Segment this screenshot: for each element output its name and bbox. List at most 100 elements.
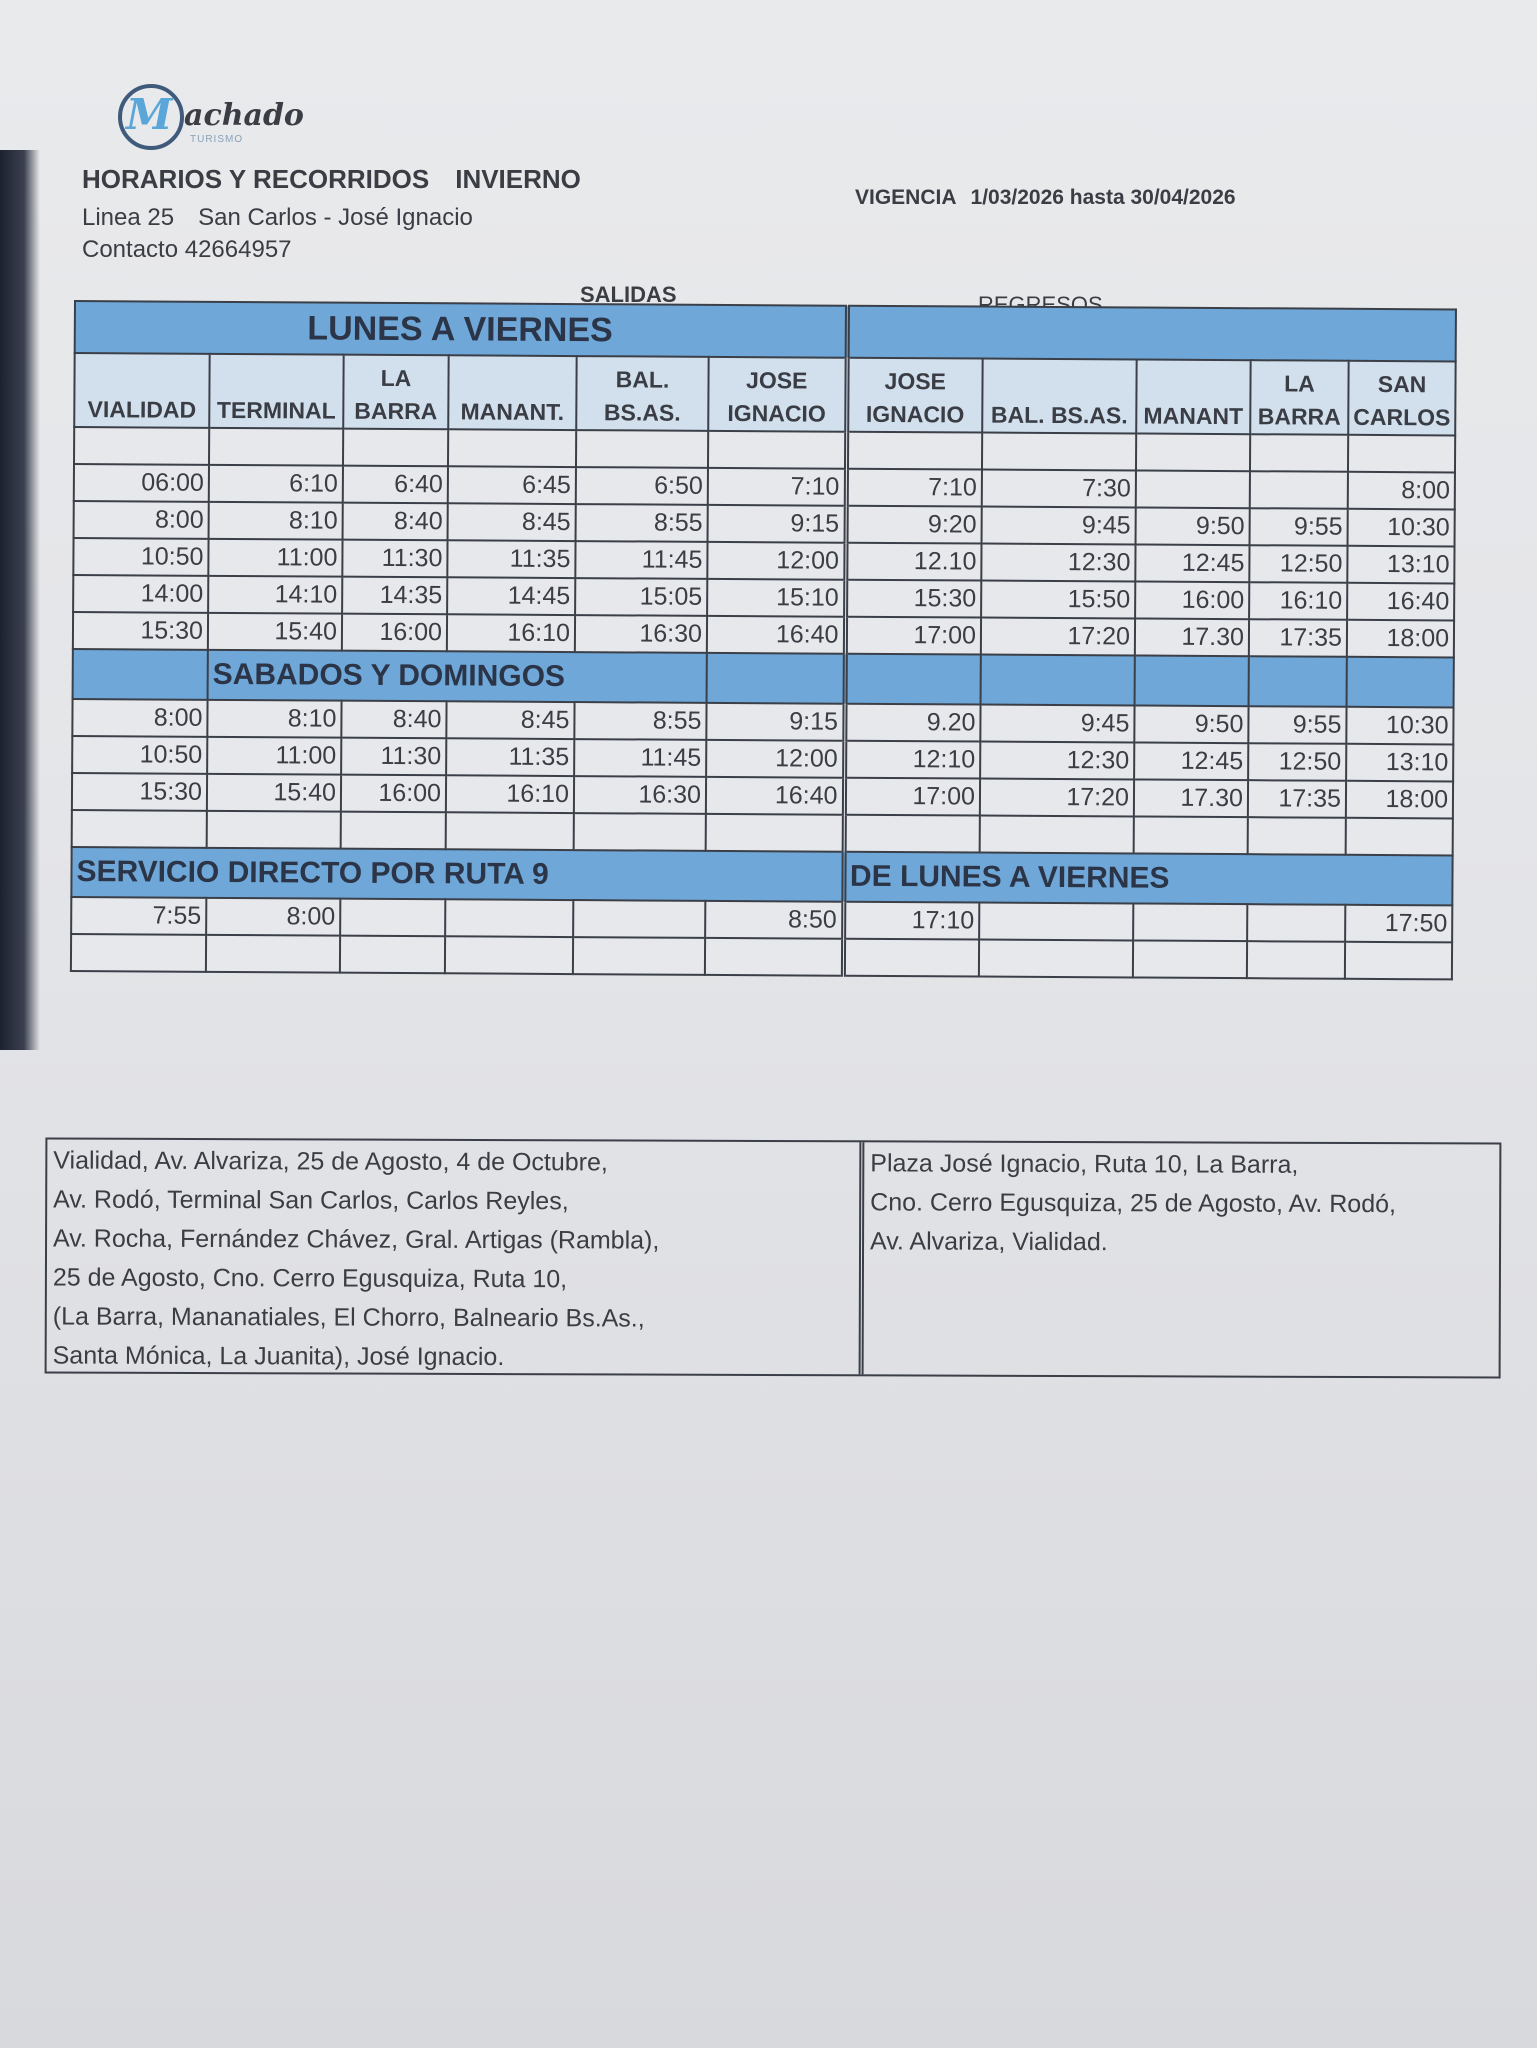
time-cell: 16:00 [1135, 581, 1250, 620]
time-cell: 10:50 [72, 735, 208, 774]
table-cell [978, 939, 1134, 978]
time-cell: 15:40 [207, 612, 343, 651]
time-cell: 17:35 [1248, 619, 1348, 657]
column-header: BAL. BS.AS. [982, 358, 1137, 434]
time-cell: 11:30 [342, 539, 448, 578]
route-line: Santa Mónica, La Juanita), José Ignacio. [52, 1341, 505, 1372]
time-cell: 17:35 [1247, 780, 1347, 818]
logo-ring-icon [118, 84, 184, 150]
time-cell: 16:00 [340, 774, 447, 813]
time-cell: 13:10 [1346, 743, 1454, 782]
route-line: Av. Rodó, Terminal San Carlos, Carlos Re… [53, 1185, 569, 1216]
time-cell: 11:45 [574, 739, 707, 777]
table-cell [842, 938, 980, 977]
time-cell: 11:30 [341, 737, 447, 776]
time-cell: 6:10 [208, 464, 343, 503]
time-cell: 9:50 [1134, 705, 1249, 744]
table-cell [1345, 817, 1453, 856]
time-cell: 14:10 [208, 575, 343, 614]
time-cell: 12:00 [706, 739, 845, 778]
time-cell: 9:55 [1249, 508, 1348, 546]
route-name: San Carlos - José Ignacio [198, 204, 473, 231]
routes-box: Vialidad, Av. Alvariza, 25 de Agosto, 4 … [44, 1137, 1502, 1379]
table-cell [340, 811, 446, 850]
time-cell: 17:50 [1345, 904, 1453, 943]
time-cell: 9.20 [844, 703, 981, 742]
time-cell: 16:30 [573, 776, 707, 814]
table-cell [1132, 940, 1248, 979]
time-cell: 12:10 [844, 740, 981, 779]
time-cell: 15:30 [845, 579, 982, 618]
table-cell [1247, 817, 1346, 855]
time-cell: 17:20 [980, 617, 1136, 656]
time-cell: 15:30 [72, 612, 209, 650]
column-header: SAN CARLOS [1348, 360, 1456, 436]
table-cell [981, 432, 1137, 471]
weekday-title: LUNES A VIERNES [74, 301, 847, 358]
schedule-table: LUNES A VIERNES VIALIDAD TERMINAL LA BARRA M… [70, 300, 1457, 980]
time-cell: 06:00 [73, 464, 209, 502]
time-cell: 18:00 [1345, 780, 1454, 819]
time-cell [1133, 903, 1248, 942]
time-cell: 12:30 [980, 741, 1135, 780]
time-cell: 15:40 [206, 773, 342, 812]
time-cell: 13:10 [1347, 545, 1455, 584]
time-cell: 16:00 [341, 613, 448, 652]
column-header: MANANT. [448, 355, 577, 431]
time-cell: 8:10 [207, 699, 342, 738]
column-header: JOSE IGNACIO [708, 356, 847, 432]
time-cell: 15:10 [707, 578, 846, 617]
time-cell: 9:15 [707, 504, 846, 543]
table-cell [444, 936, 574, 975]
route-line: Cno. Cerro Egusquiza, 25 de Agosto, Av. … [870, 1188, 1397, 1219]
time-cell [573, 900, 706, 938]
direct-band: SERVICIO DIRECTO POR RUTA 9 DE LUNES A VI… [71, 846, 1453, 906]
table-cell [1246, 941, 1346, 979]
time-cell: 12:50 [1249, 545, 1348, 583]
time-cell: 17.30 [1133, 779, 1249, 818]
route-line: Plaza José Ignacio, Ruta 10, La Barra, [870, 1149, 1299, 1179]
direct-subtitle: DE LUNES A VIERNES [843, 851, 1453, 906]
column-header: VIALIDAD [74, 353, 210, 428]
line-info: Linea 25 San Carlos - José Ignacio [82, 204, 473, 231]
route-line: 25 de Agosto, Cno. Cerro Egusquiza, Ruta… [52, 1263, 568, 1294]
time-cell: 14:35 [342, 576, 448, 615]
time-cell: 8:45 [447, 503, 576, 542]
time-cell: 12:50 [1248, 743, 1347, 781]
time-cell [979, 902, 1134, 941]
table-cell [71, 809, 207, 848]
machado-logo: M achado TURISMO [118, 84, 438, 150]
table-cell [573, 813, 706, 851]
table-cell [704, 937, 844, 976]
time-cell: 17.30 [1134, 618, 1250, 657]
table-cell [705, 813, 844, 852]
table-cell [1133, 816, 1248, 855]
table-cell [205, 934, 341, 973]
time-cell: 8:50 [705, 900, 844, 939]
table-cell [447, 429, 577, 468]
time-cell: 16:40 [705, 776, 845, 815]
header-row: VIALIDAD TERMINAL LA BARRA MANANT. BAL. BS.A… [74, 353, 1456, 436]
time-cell: 12:30 [981, 543, 1136, 582]
time-cell: 11:35 [446, 738, 575, 777]
table-cell [1249, 434, 1349, 472]
time-cell [1247, 904, 1346, 942]
vigencia: VIGENCIA 1/03/2026 hasta 30/04/2026 [855, 186, 1236, 209]
return-route: Plaza José Ignacio, Ruta 10, La Barra, Cn… [864, 1142, 1500, 1376]
time-cell: 17:10 [843, 901, 980, 940]
time-cell [1135, 470, 1250, 509]
weekend-title: SABADOS Y DOMINGOS [207, 649, 707, 703]
table-cell [707, 430, 847, 469]
time-cell: 12:45 [1135, 544, 1250, 583]
time-cell [340, 898, 446, 937]
table-cell [575, 430, 709, 468]
table-cell [979, 815, 1134, 854]
time-cell: 17:20 [979, 778, 1135, 817]
background-shadow [0, 150, 40, 1050]
time-cell: 6:45 [447, 466, 576, 505]
table-cell [1135, 433, 1251, 472]
column-header: BAL. BS.AS. [576, 356, 709, 431]
blank-row [70, 933, 1453, 980]
time-cell: 9:55 [1248, 706, 1347, 744]
time-cell: 16:40 [706, 615, 846, 654]
